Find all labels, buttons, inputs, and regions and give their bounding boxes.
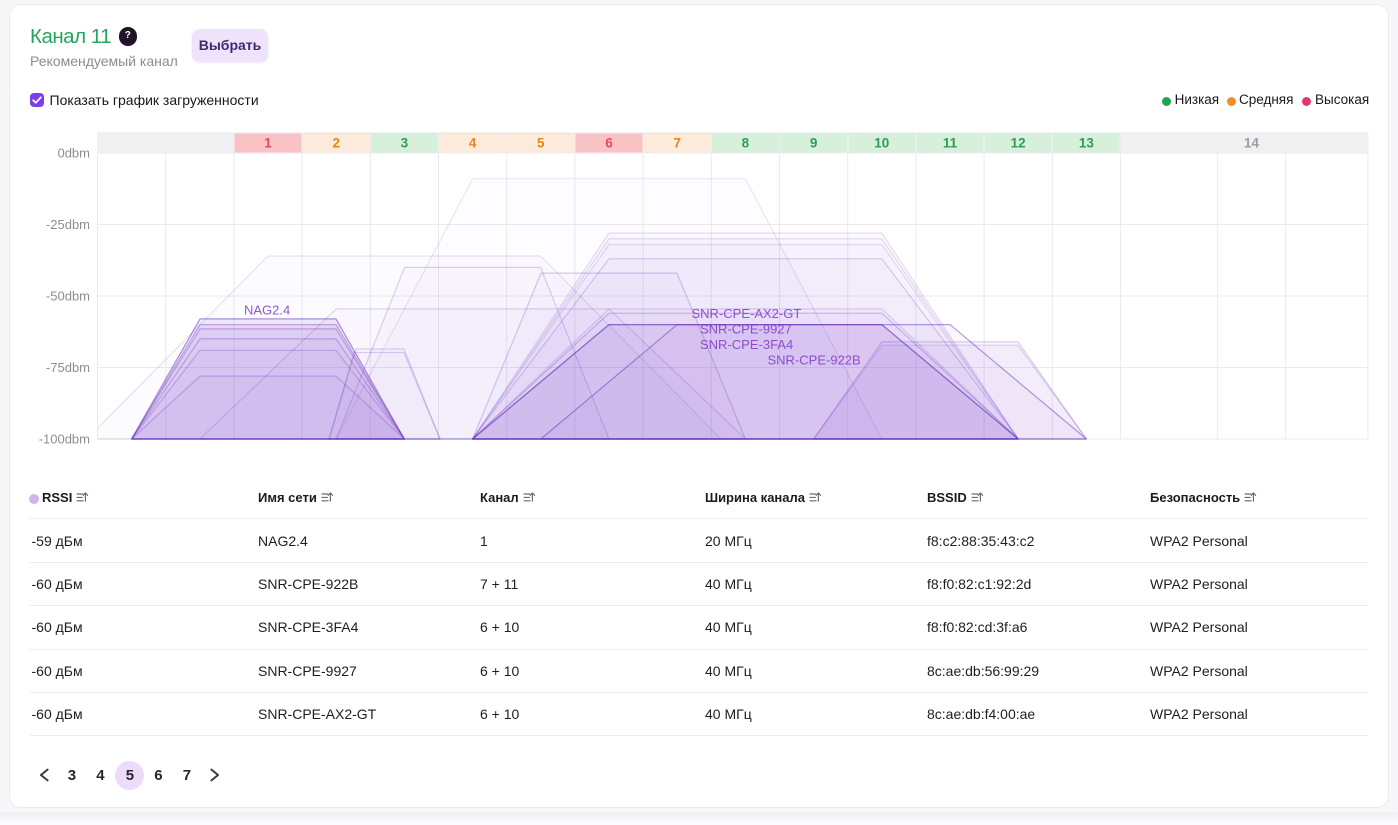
svg-text:-25dbm: -25dbm: [46, 217, 90, 232]
svg-text:7: 7: [673, 136, 681, 151]
svg-text:5: 5: [537, 136, 545, 151]
svg-text:4: 4: [469, 136, 477, 151]
svg-text:SNR-CPE-922B: SNR-CPE-922B: [768, 353, 861, 368]
svg-text:3: 3: [401, 136, 409, 151]
svg-text:11: 11: [943, 136, 958, 151]
svg-text:13: 13: [1079, 136, 1095, 151]
svg-text:SNR-CPE-AX2-GT: SNR-CPE-AX2-GT: [692, 306, 802, 321]
svg-text:14: 14: [1244, 136, 1260, 151]
svg-text:0dbm: 0dbm: [57, 146, 90, 161]
svg-text:1: 1: [264, 136, 272, 151]
svg-text:SNR-CPE-9927: SNR-CPE-9927: [700, 322, 792, 337]
svg-text:9: 9: [810, 136, 818, 151]
svg-text:SNR-CPE-3FA4: SNR-CPE-3FA4: [700, 337, 793, 352]
svg-text:12: 12: [1011, 136, 1026, 151]
svg-text:NAG2.4: NAG2.4: [244, 303, 290, 318]
svg-text:2: 2: [332, 136, 340, 151]
svg-text:10: 10: [874, 136, 889, 151]
svg-text:-50dbm: -50dbm: [46, 289, 90, 304]
svg-text:8: 8: [742, 136, 750, 151]
svg-text:-100dbm: -100dbm: [39, 432, 90, 447]
svg-text:-75dbm: -75dbm: [46, 360, 90, 375]
svg-text:6: 6: [605, 136, 613, 151]
